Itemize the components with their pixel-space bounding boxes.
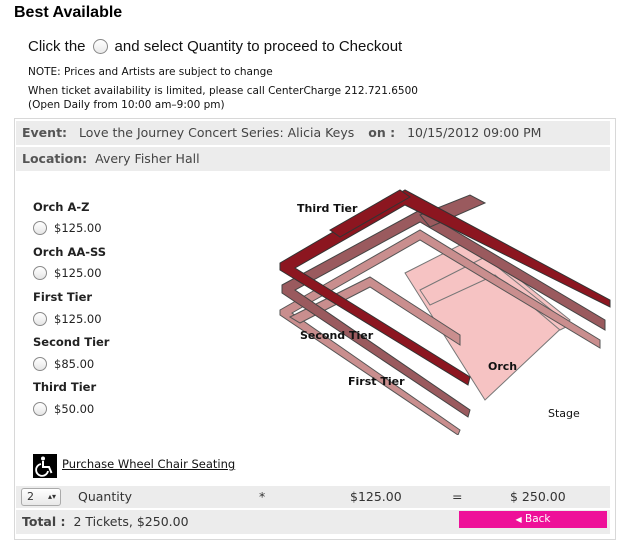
- section-radio[interactable]: [33, 221, 47, 235]
- back-button[interactable]: ◀ Back: [459, 511, 607, 528]
- instruction-after: and select Quantity to proceed to Checko…: [114, 38, 403, 55]
- phone-note: When ticket availability is limited, ple…: [28, 85, 418, 97]
- section-option-first-tier[interactable]: $125.00: [33, 312, 102, 326]
- section-name-third-tier: Third Tier: [33, 380, 97, 394]
- seat-map-label-first-tier: First Tier: [348, 375, 405, 388]
- section-radio[interactable]: [33, 402, 47, 416]
- subtotal: $ 250.00: [510, 489, 566, 504]
- section-radio[interactable]: [33, 357, 47, 371]
- seat-map-label-second-tier: Second Tier: [300, 329, 374, 342]
- section-price: $85.00: [54, 357, 95, 371]
- section-radio[interactable]: [33, 266, 47, 280]
- instruction-line: Click the and select Quantity to proceed…: [28, 38, 402, 55]
- section-radio[interactable]: [33, 312, 47, 326]
- location-value: Avery Fisher Hall: [95, 151, 200, 166]
- seat-map-third-tier[interactable]: [279, 189, 611, 386]
- section-name-orch-aa-ss: Orch AA-SS: [33, 245, 107, 259]
- seat-map: Third Tier Second Tier First Tier Orch S…: [279, 189, 611, 435]
- total-label: Total :: [22, 514, 66, 529]
- seat-map-label-orch: Orch: [488, 360, 517, 373]
- wheelchair-seating-link[interactable]: Purchase Wheel Chair Seating: [62, 457, 236, 471]
- wheelchair-icon[interactable]: [33, 454, 57, 478]
- section-price: $125.00: [54, 221, 102, 235]
- quantity-label: Quantity: [78, 489, 133, 504]
- total-value: 2 Tickets, $250.00: [73, 514, 189, 529]
- seat-map-label-stage: Stage: [548, 407, 580, 420]
- event-name: Love the Journey Concert Series: Alicia …: [79, 125, 355, 140]
- seat-map-first-tier-inner[interactable]: [288, 276, 461, 346]
- price-note: NOTE: Prices and Artists are subject to …: [28, 66, 273, 78]
- radio-example-icon: [92, 39, 108, 54]
- section-price: $125.00: [54, 266, 102, 280]
- quantity-value: 2: [27, 490, 34, 503]
- section-option-orch-a-z[interactable]: $125.00: [33, 221, 102, 235]
- back-label: Back: [525, 513, 551, 525]
- section-price: $125.00: [54, 312, 102, 326]
- multiply-sign: *: [259, 489, 266, 504]
- seat-map-third-tier-box[interactable]: [329, 189, 411, 238]
- quantity-row: 2 ▴▾ Quantity * $125.00 = $ 250.00: [16, 486, 610, 508]
- section-name-first-tier: First Tier: [33, 290, 93, 304]
- instruction-before: Click the: [28, 38, 86, 55]
- section-option-second-tier[interactable]: $85.00: [33, 357, 94, 371]
- section-price: $50.00: [54, 402, 95, 416]
- location-row: Location: Avery Fisher Hall: [16, 147, 610, 171]
- page-title: Best Available: [14, 4, 123, 21]
- event-label: Event:: [22, 125, 68, 140]
- seat-map-label-third-tier: Third Tier: [297, 202, 358, 215]
- select-arrows-icon: ▴▾: [47, 492, 56, 501]
- seat-map-second-tier[interactable]: [281, 209, 606, 418]
- quantity-select[interactable]: 2 ▴▾: [21, 488, 61, 506]
- unit-price: $125.00: [350, 489, 402, 504]
- seat-map-first-tier[interactable]: [279, 229, 601, 435]
- section-name-second-tier: Second Tier: [33, 335, 110, 349]
- location-label: Location:: [22, 151, 88, 166]
- equals-sign: =: [452, 489, 463, 504]
- back-arrow-icon: ◀: [515, 515, 522, 524]
- section-name-orch-a-z: Orch A-Z: [33, 200, 90, 214]
- section-option-orch-aa-ss[interactable]: $125.00: [33, 266, 102, 280]
- section-option-third-tier[interactable]: $50.00: [33, 402, 94, 416]
- event-datetime: 10/15/2012 09:00 PM: [407, 125, 542, 140]
- hours-note: (Open Daily from 10:00 am–9:00 pm): [28, 99, 225, 111]
- on-label: on :: [368, 125, 396, 140]
- event-row: Event: Love the Journey Concert Series: …: [16, 121, 610, 145]
